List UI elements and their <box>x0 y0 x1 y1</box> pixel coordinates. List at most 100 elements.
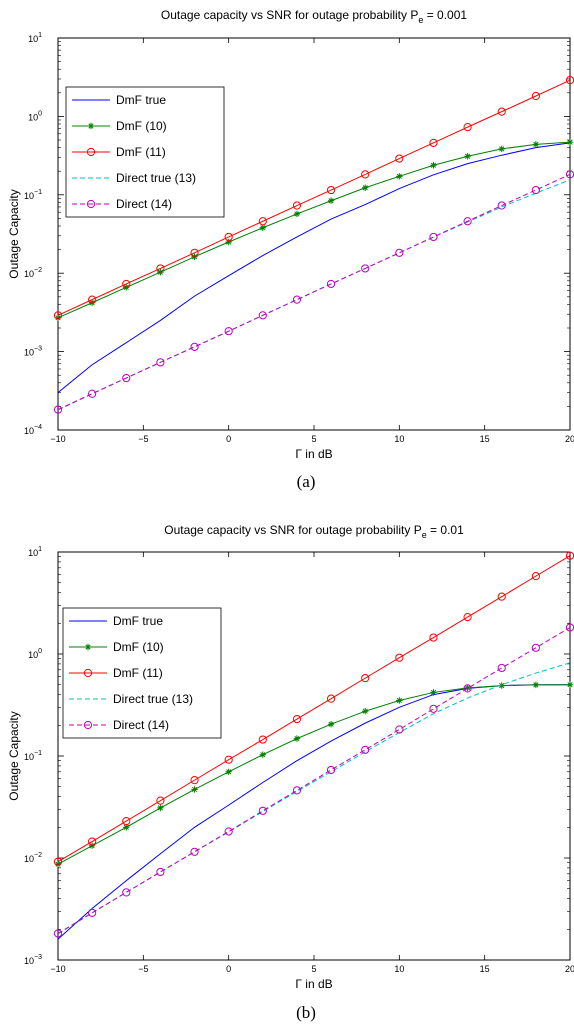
data-point <box>430 689 437 696</box>
y-tick-exponent: −1 <box>34 189 42 196</box>
data-point <box>224 232 233 242</box>
data-point <box>326 279 336 289</box>
data-point <box>293 735 301 742</box>
figure-caption: (b) <box>296 1003 316 1022</box>
y-tick-base: 10 <box>24 191 34 201</box>
x-axis-label: Γ in dB <box>295 977 332 991</box>
data-point <box>156 796 165 805</box>
data-point <box>259 751 266 758</box>
data-point <box>463 684 472 693</box>
series-line-1 <box>57 141 571 319</box>
legend-label-3: Direct true (13) <box>116 171 196 185</box>
data-point <box>326 185 336 195</box>
data-point <box>497 663 506 673</box>
data-point <box>532 141 540 148</box>
y-tick-exponent: −3 <box>34 346 42 353</box>
data-point <box>123 824 130 831</box>
data-point <box>327 197 335 204</box>
y-tick-label: 10−1 <box>24 189 42 201</box>
x-tick-label: 0 <box>226 964 231 974</box>
data-point <box>531 91 540 101</box>
data-point <box>395 725 404 734</box>
data-point <box>327 721 335 728</box>
legend-label-0: DmF true <box>113 614 163 628</box>
x-tick-label: 20 <box>565 434 574 444</box>
y-axis-label: Outage Capacity <box>7 711 21 800</box>
series-line-4 <box>57 627 571 934</box>
legend-marker-4 <box>83 720 93 730</box>
data-point <box>326 765 336 775</box>
data-point <box>361 745 370 754</box>
legend-label-4: Direct (14) <box>113 718 169 732</box>
data-point <box>396 173 403 180</box>
y-tick-base: 10 <box>24 348 34 358</box>
y-tick-label: 100 <box>28 110 42 122</box>
data-point <box>224 755 233 764</box>
legend: DmF true DmF (10) DmF (11) Direct true (13)… <box>65 86 225 218</box>
chart-title: Outage capacity vs SNR for outage probab… <box>161 8 468 25</box>
legend-label-4: Direct (14) <box>116 197 172 211</box>
data-point <box>156 867 165 877</box>
chart-title-suffix: = 0.001 <box>423 8 467 22</box>
data-point <box>88 837 97 846</box>
chart-0: Outage capacity vs SNR for outage probab… <box>7 8 574 491</box>
data-point <box>566 138 574 146</box>
data-point <box>396 697 403 704</box>
data-point <box>395 653 404 662</box>
data-point <box>463 123 472 132</box>
data-point <box>498 145 505 153</box>
y-tick-base: 10 <box>28 112 38 122</box>
series-group <box>53 76 574 414</box>
y-tick-exponent: 0 <box>38 648 42 655</box>
series-line-4 <box>57 173 571 411</box>
data-point <box>122 373 131 383</box>
chart-title-suffix: = 0.01 <box>427 523 464 537</box>
y-tick-label: 100 <box>28 648 42 660</box>
legend: DmF true DmF (10) DmF (11) Direct true (13)… <box>62 607 222 739</box>
legend-label-1: DmF (10) <box>113 640 164 654</box>
y-tick-exponent: 1 <box>38 32 42 39</box>
data-point <box>190 248 199 257</box>
data-point <box>190 847 199 856</box>
series-line-0 <box>57 142 571 393</box>
series-line-2 <box>57 79 571 316</box>
y-tick-exponent: −2 <box>34 267 42 274</box>
data-point <box>53 311 63 320</box>
data-point <box>292 715 302 724</box>
data-point <box>429 232 438 242</box>
data-point <box>395 248 404 257</box>
data-point <box>225 768 232 775</box>
data-point <box>258 217 267 226</box>
data-point <box>362 184 369 191</box>
data-point <box>292 201 302 210</box>
x-tick-label: 10 <box>394 964 404 974</box>
legend-marker-4 <box>86 199 96 209</box>
y-tick-base: 10 <box>24 752 34 762</box>
data-point <box>224 827 233 836</box>
data-point <box>258 735 267 744</box>
data-point <box>54 860 62 868</box>
y-tick-base: 10 <box>28 34 38 44</box>
x-tick-label: −5 <box>138 434 148 444</box>
legend-label-0: DmF true <box>116 93 166 107</box>
data-point <box>498 682 505 689</box>
y-tick-base: 10 <box>28 650 38 660</box>
data-point <box>258 806 267 815</box>
y-tick-label: 10−2 <box>24 267 42 279</box>
y-tick-base: 10 <box>24 854 34 864</box>
chart-title: Outage capacity vs SNR for outage probab… <box>164 523 464 540</box>
data-point <box>395 154 404 163</box>
y-tick-exponent: 0 <box>38 110 42 117</box>
chart-title-main: Outage capacity vs SNR for outage probab… <box>164 523 421 537</box>
series-line-2 <box>57 555 571 863</box>
data-point <box>326 694 336 703</box>
data-point <box>464 153 471 160</box>
y-tick-base: 10 <box>28 548 38 558</box>
x-tick-label: 15 <box>480 964 490 974</box>
legend-label-3: Direct true (13) <box>113 692 193 706</box>
y-tick-exponent: −4 <box>34 424 42 431</box>
x-tick-label: −10 <box>50 434 65 444</box>
data-point <box>53 929 63 938</box>
y-tick-base: 10 <box>24 426 34 436</box>
y-tick-label: 10−4 <box>24 424 42 436</box>
